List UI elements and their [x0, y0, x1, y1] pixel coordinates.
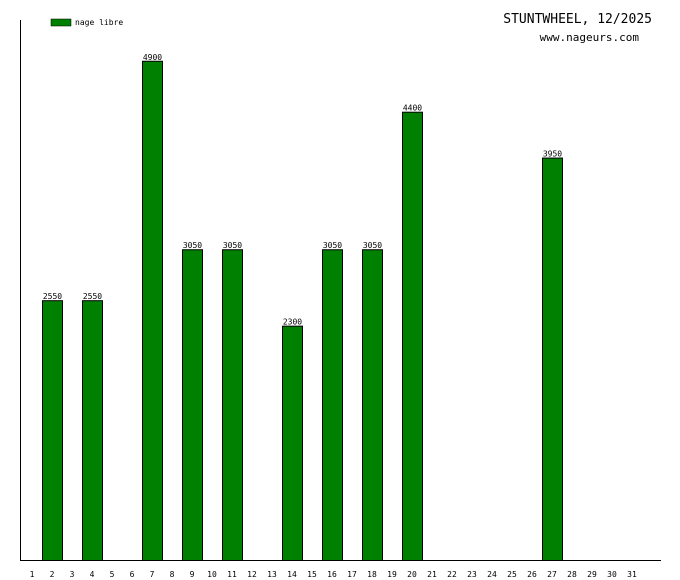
bar-value-label: 3050: [323, 241, 342, 250]
x-tick-label: 29: [587, 570, 597, 579]
bar-value-label: 4400: [403, 104, 422, 113]
x-tick-label: 3: [70, 570, 75, 579]
x-tick-label: 23: [467, 570, 477, 579]
x-tick-label: 20: [407, 570, 417, 579]
legend-swatch: [50, 18, 72, 27]
bar: [322, 249, 343, 562]
x-tick-label: 7: [150, 570, 155, 579]
x-tick-label: 8: [170, 570, 175, 579]
bar: [362, 249, 383, 562]
x-tick-label: 26: [527, 570, 537, 579]
x-tick-label: 28: [567, 570, 577, 579]
bar: [82, 300, 103, 561]
x-tick-label: 11: [227, 570, 237, 579]
bar: [402, 111, 423, 561]
x-tick-label: 14: [287, 570, 297, 579]
bar-value-label: 2550: [43, 292, 62, 301]
bar: [142, 60, 163, 561]
x-tick-label: 10: [207, 570, 217, 579]
bar-value-label: 3050: [223, 241, 242, 250]
x-tick-label: 6: [130, 570, 135, 579]
x-tick-label: 1: [30, 570, 35, 579]
bar: [182, 249, 203, 562]
bar-value-label: 3950: [543, 150, 562, 159]
legend: nage libre: [50, 18, 123, 27]
x-tick-label: 16: [327, 570, 337, 579]
bar: [42, 300, 63, 561]
x-tick-label: 22: [447, 570, 457, 579]
site-url: www.nageurs.com: [540, 31, 640, 44]
x-tick-label: 19: [387, 570, 397, 579]
x-tick-label: 5: [110, 570, 115, 579]
bar-value-label: 4900: [143, 53, 162, 62]
x-tick-label: 27: [547, 570, 557, 579]
data-labels-group: 2550 2550 4900 3050 3050 2300 3050 3050 4400 3950: [43, 53, 562, 327]
x-tick-label: 12: [247, 570, 257, 579]
x-tick-label: 31: [627, 570, 637, 579]
x-tick-label: 30: [607, 570, 617, 579]
bar-value-label: 2550: [83, 292, 102, 301]
bar-value-label: 3050: [183, 241, 202, 250]
x-tick-labels-group: 1 2 3 4 5 6 7 8 9 10 11 12 13 14 15 16 17 18 19 20 21 22 23 24 2…: [30, 570, 637, 579]
x-tick-label: 4: [90, 570, 95, 579]
x-tick-label: 17: [347, 570, 357, 579]
x-tick-label: 24: [487, 570, 497, 579]
x-tick-label: 25: [507, 570, 517, 579]
bar-value-label: 2300: [283, 318, 302, 327]
bar: [282, 325, 303, 561]
bars-group: [42, 60, 563, 562]
x-tick-label: 21: [427, 570, 437, 579]
x-tick-label: 9: [190, 570, 195, 579]
x-tick-label: 15: [307, 570, 317, 579]
bar: [222, 249, 243, 562]
legend-label: nage libre: [75, 18, 123, 27]
x-tick-label: 13: [267, 570, 277, 579]
bar: [542, 157, 563, 561]
x-tick-label: 18: [367, 570, 377, 579]
chart-title: STUNTWHEEL, 12/2025: [503, 12, 652, 27]
bar-value-label: 3050: [363, 241, 382, 250]
x-tick-label: 2: [50, 570, 55, 579]
